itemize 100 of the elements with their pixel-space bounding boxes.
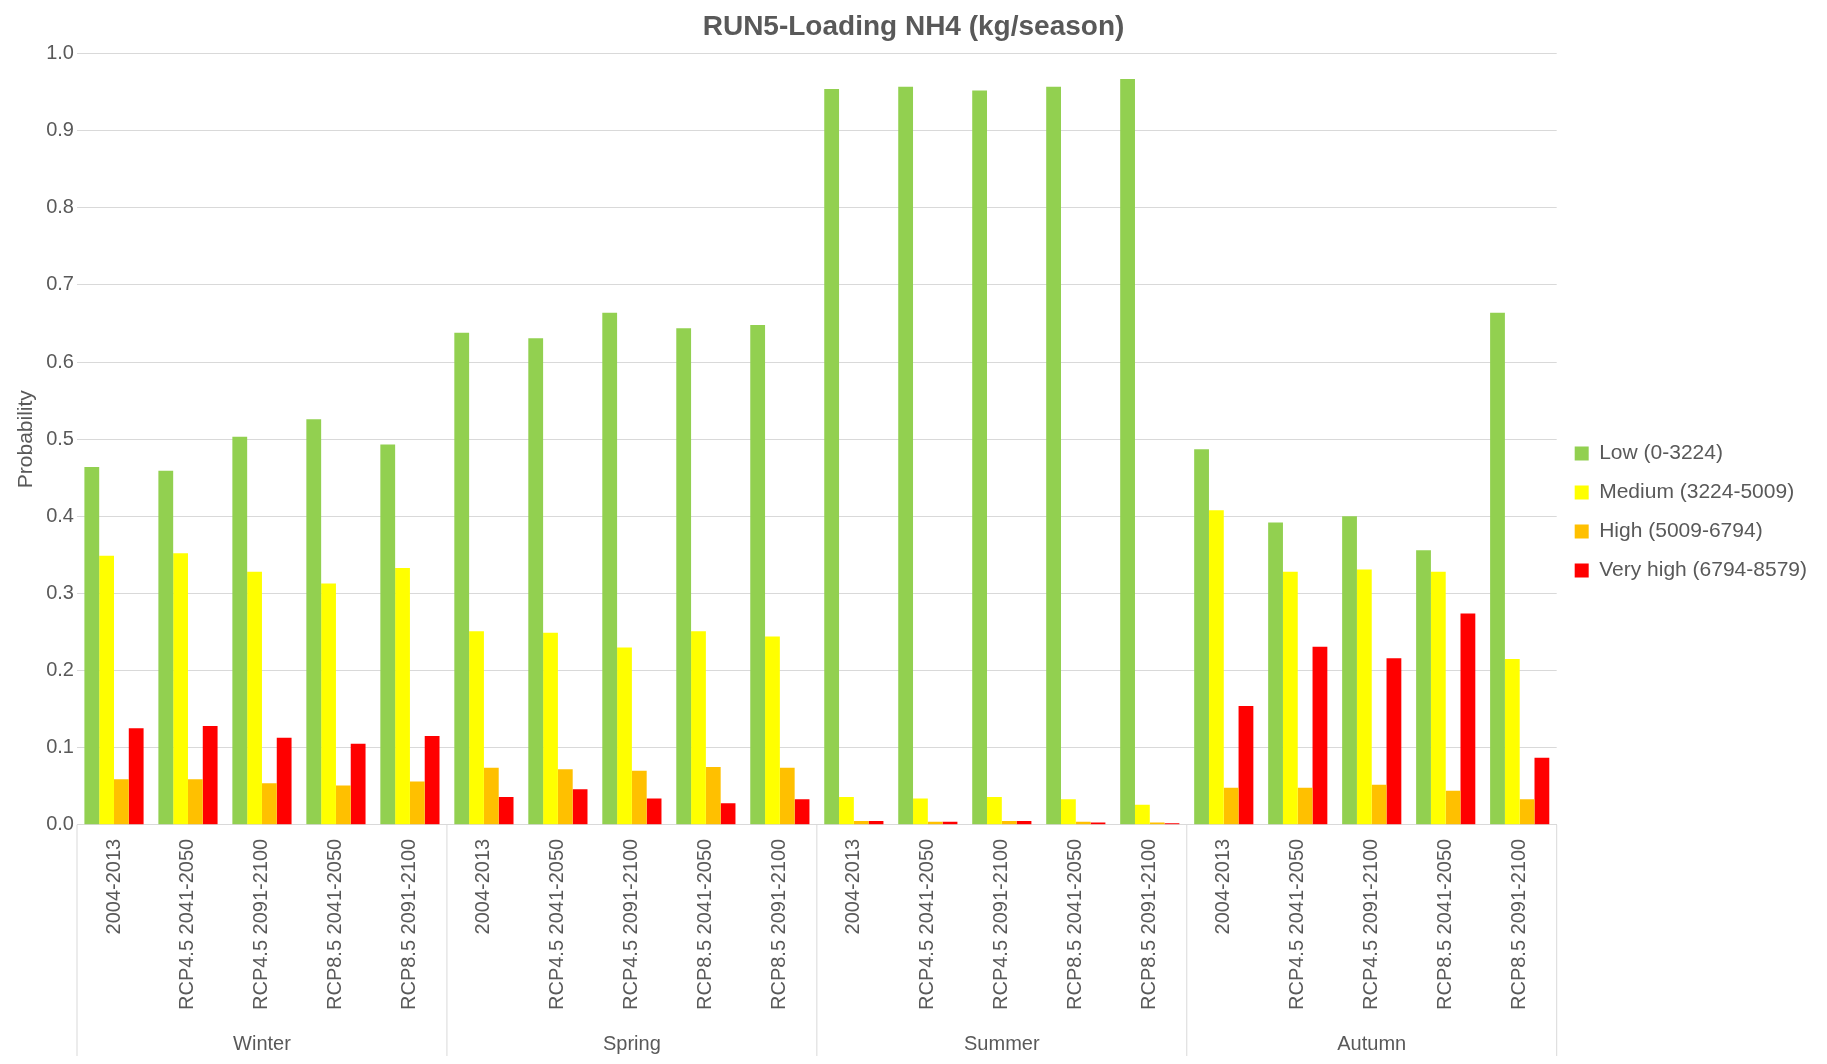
chart-title: RUN5-Loading NH4 (kg/season)	[702, 9, 1125, 41]
bar	[557, 769, 573, 825]
bar	[276, 737, 292, 825]
bar	[306, 419, 322, 825]
bar	[824, 89, 840, 825]
bar	[1534, 757, 1550, 825]
bar	[114, 779, 129, 825]
bar	[424, 736, 440, 825]
x-tick-label: 2004-2013	[101, 838, 124, 935]
bar	[1061, 799, 1076, 825]
bar	[483, 767, 499, 825]
bar	[1134, 804, 1150, 825]
bar	[543, 632, 558, 825]
x-tick-label: RCP8.5 2091-2100	[397, 838, 420, 1010]
bar	[972, 90, 988, 825]
y-tick-label: 0.6	[46, 349, 74, 372]
bar	[1460, 613, 1476, 825]
bar	[321, 583, 336, 825]
bar	[409, 781, 425, 825]
x-tick-label: RCP8.5 2041-2050	[323, 838, 346, 1010]
bar	[528, 338, 544, 825]
bar	[380, 444, 396, 825]
bar	[1001, 820, 1017, 825]
bar	[498, 797, 514, 825]
x-tick-label: RCP4.5 2091-2100	[989, 838, 1012, 1010]
bar	[1342, 516, 1357, 825]
legend-label: Low (0-3224)	[1599, 440, 1723, 464]
bar	[1445, 790, 1461, 825]
bar	[705, 766, 721, 825]
bar	[646, 798, 662, 825]
bar	[1519, 799, 1535, 825]
bar	[1490, 312, 1505, 825]
bar	[631, 770, 647, 825]
bar	[350, 743, 366, 825]
bar	[395, 567, 410, 825]
text: Autumn	[1337, 1031, 1407, 1054]
x-tick-label: 2004-2013	[841, 838, 864, 935]
x-tick-label: RCP8.5 2041-2050	[1063, 838, 1086, 1010]
bar	[1194, 449, 1209, 825]
y-tick-label: 0.3	[46, 580, 74, 603]
bar	[1282, 571, 1298, 825]
x-tick-label: RCP8.5 2091-2100	[1507, 838, 1530, 1010]
bar	[454, 332, 470, 825]
bar	[853, 820, 869, 825]
bar	[794, 799, 810, 825]
bar	[202, 726, 218, 825]
bar	[247, 571, 262, 825]
x-tick-label: RCP4.5 2041-2050	[175, 838, 198, 1010]
y-tick-label: 0.7	[46, 272, 74, 295]
x-tick-label: RCP4.5 2041-2050	[915, 838, 938, 1010]
bar	[691, 631, 706, 825]
bar	[1386, 658, 1402, 825]
bar	[187, 779, 203, 825]
bar	[1312, 646, 1328, 825]
bar	[1120, 79, 1135, 825]
bar	[572, 789, 588, 825]
legend-label: High (5009-6794)	[1599, 518, 1763, 542]
x-tick-label: RCP8.5 2091-2100	[767, 838, 790, 1010]
x-tick-label: RCP4.5 2041-2050	[545, 838, 568, 1010]
x-tick-label: RCP8.5 2041-2050	[1433, 838, 1456, 1010]
y-tick-label: 0.2	[46, 658, 74, 681]
bar	[1371, 784, 1387, 825]
bar	[335, 785, 351, 825]
bar	[99, 555, 114, 825]
y-tick-label: 0.1	[46, 735, 74, 758]
bar	[617, 647, 632, 825]
bar	[987, 797, 1002, 825]
bar	[1208, 510, 1224, 825]
x-tick-label: RCP4.5 2091-2100	[1359, 838, 1382, 1010]
bar	[839, 797, 854, 825]
bar	[1046, 86, 1061, 825]
bar	[261, 783, 277, 825]
y-tick-label: 0.5	[46, 426, 74, 449]
y-tick-label: 1.0	[46, 41, 74, 64]
x-tick-label: 2004-2013	[1211, 838, 1234, 935]
text: Spring	[602, 1031, 661, 1054]
x-tick-label: RCP4.5 2091-2100	[619, 838, 642, 1010]
bar	[1416, 550, 1431, 825]
bar	[232, 436, 248, 825]
bar	[84, 466, 100, 825]
bar	[128, 728, 144, 825]
x-tick-label: RCP8.5 2091-2100	[1137, 838, 1160, 1010]
bar	[1430, 571, 1446, 825]
bar	[765, 636, 780, 825]
y-tick-label: 0.8	[46, 195, 74, 218]
bar	[913, 798, 928, 825]
x-tick-label: RCP4.5 2041-2050	[1285, 838, 1308, 1010]
y-tick-label: 0.4	[46, 503, 74, 526]
bar	[1297, 787, 1313, 825]
bar	[158, 470, 174, 825]
x-tick-label: RCP4.5 2091-2100	[249, 838, 272, 1010]
legend-label: Very high (6794-8579)	[1599, 557, 1808, 581]
legend-label: Medium (3224-5009)	[1599, 479, 1795, 503]
bar	[676, 328, 692, 825]
bar	[1504, 658, 1520, 825]
x-tick-label: RCP8.5 2041-2050	[693, 838, 716, 1010]
bar	[1223, 787, 1239, 825]
bar	[1268, 522, 1283, 825]
bar	[469, 631, 484, 825]
bar	[898, 86, 914, 825]
